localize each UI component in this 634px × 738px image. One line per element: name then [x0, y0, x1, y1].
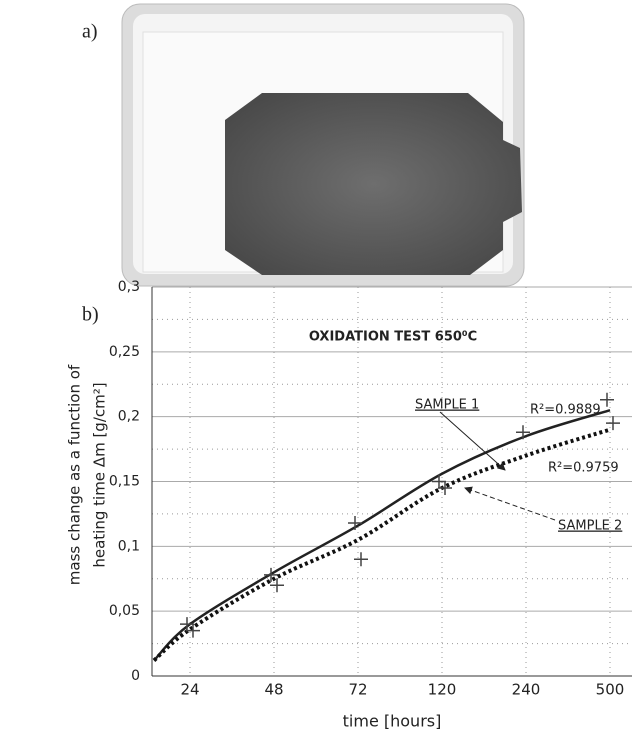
data-point	[180, 617, 194, 632]
x-tick-label: 24	[180, 681, 199, 699]
x-tick-label: 120	[428, 681, 457, 699]
annotation-arrow	[439, 411, 506, 471]
y-tick-label: 0,3	[118, 279, 140, 295]
data-point	[186, 623, 200, 638]
photo	[121, 3, 525, 287]
y-tick-label: 0	[131, 668, 140, 684]
y-tick-label: 0,05	[109, 603, 140, 619]
x-tick-label: 72	[348, 681, 367, 699]
y-tick-label: 0,25	[109, 344, 140, 360]
trend-line	[153, 408, 611, 662]
y-tick-label: 0,15	[109, 474, 140, 490]
data-point	[606, 416, 620, 431]
data-point	[438, 480, 452, 495]
data-point	[264, 567, 278, 582]
data-point	[354, 552, 368, 567]
y-tick-label: 0,1	[118, 538, 140, 554]
series-label: SAMPLE 2	[558, 519, 622, 534]
panel-label: a)	[82, 21, 98, 43]
data-point	[348, 515, 362, 530]
data-point	[432, 474, 446, 489]
chart-title: OXIDATION TEST 650⁰C	[309, 330, 477, 345]
y-tick-label: 0,2	[118, 409, 140, 425]
y-axis-title: heating time Δm [g/cm²]	[91, 382, 109, 567]
x-tick-label: 48	[264, 681, 283, 699]
series-label: SAMPLE 1	[415, 398, 479, 413]
y-axis-title: mass change as a function of	[66, 364, 84, 585]
x-axis-title: time [hours]	[343, 712, 442, 731]
r-squared: R²=0.9759	[548, 461, 619, 476]
data-point	[600, 392, 614, 407]
x-tick-label: 240	[512, 681, 541, 699]
x-tick-label: 500	[596, 681, 625, 699]
data-point	[516, 425, 530, 440]
panel-label: b)	[82, 304, 99, 326]
data-point	[270, 578, 284, 593]
r-squared: R²=0.9889	[530, 403, 601, 418]
trend-line	[152, 427, 611, 662]
